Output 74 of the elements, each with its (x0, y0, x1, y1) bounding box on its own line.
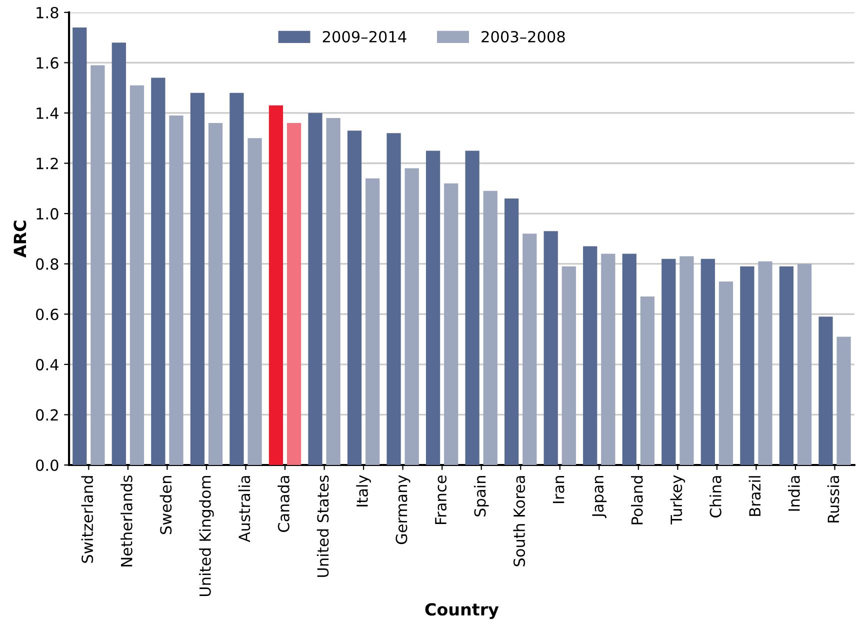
bar (308, 112, 322, 465)
bar (662, 258, 676, 465)
bar (90, 65, 105, 465)
bar (779, 266, 794, 465)
bar (404, 168, 419, 465)
x-tick-label: Japan (592, 476, 607, 518)
bar (465, 150, 480, 465)
y-tick-label: 0.8 (36, 258, 58, 270)
bar (544, 231, 558, 465)
y-tick-label: 0.4 (36, 358, 58, 370)
bar (640, 296, 655, 465)
bar (818, 316, 833, 465)
bar (190, 92, 205, 465)
x-tick-label: United States (316, 475, 329, 577)
bar (366, 178, 380, 465)
bar (718, 281, 734, 465)
x-tick-label: Germany (396, 475, 410, 544)
bar (504, 198, 519, 465)
x-tick-label: India (788, 476, 800, 511)
bar (386, 133, 401, 465)
bar (583, 246, 598, 465)
bar (601, 254, 616, 465)
bar (836, 336, 851, 465)
x-tick-label: United Kingdom (199, 476, 214, 596)
x-tick-label: Switzerland (81, 476, 94, 563)
y-tick-label: 0.6 (36, 308, 58, 320)
x-tick-label: Russia (827, 476, 840, 522)
bar (680, 256, 694, 465)
x-tick-label: Netherlands (120, 475, 132, 566)
x-tick-label: Canada (278, 476, 290, 532)
y-tick-label: 0.0 (36, 459, 58, 472)
bar (700, 258, 715, 465)
y-tick-label: 1.4 (36, 108, 58, 119)
x-tick-label: France (435, 476, 447, 524)
y-tick-label: 1.6 (36, 57, 58, 69)
x-tick-label: Poland (631, 476, 643, 524)
x-axis-title: Country (425, 603, 499, 620)
bar (758, 261, 772, 465)
bar (562, 266, 576, 465)
x-tick-label: Spain (474, 476, 489, 516)
x-tick-label: South Korea (513, 476, 526, 566)
legend-label: 2009–2014 (322, 30, 406, 42)
bar (426, 150, 440, 465)
bar (169, 115, 184, 465)
y-tick-label: 1.2 (36, 158, 58, 170)
bar (268, 105, 284, 465)
x-tick-label: China (710, 476, 722, 518)
x-tick-label: Sweden (160, 476, 172, 534)
x-tick-label: Italy (356, 475, 371, 506)
bar (347, 130, 362, 465)
bar (248, 138, 262, 465)
bar (151, 78, 166, 465)
x-tick-label: Brazil (748, 476, 761, 516)
bar (208, 123, 223, 465)
y-tick-label: 1.0 (36, 208, 58, 220)
bar (72, 27, 87, 465)
legend-label: 2003–2008 (482, 30, 565, 42)
bar (326, 118, 340, 465)
bar (230, 92, 244, 465)
bar (740, 266, 754, 465)
bar (622, 254, 636, 465)
bar (797, 264, 812, 465)
x-tick-label: Turkey (670, 475, 686, 524)
y-tick-label: 0.2 (36, 409, 58, 421)
y-axis-title: ARC (14, 220, 26, 258)
y-tick-label: 1.8 (36, 6, 58, 18)
bar (483, 190, 498, 465)
bar (444, 183, 458, 465)
x-tick-label: Australia (238, 476, 250, 542)
bar (286, 123, 302, 465)
bar (130, 85, 144, 465)
bar (522, 234, 537, 465)
x-tick-label: Iran (552, 476, 564, 504)
bar (112, 42, 126, 465)
